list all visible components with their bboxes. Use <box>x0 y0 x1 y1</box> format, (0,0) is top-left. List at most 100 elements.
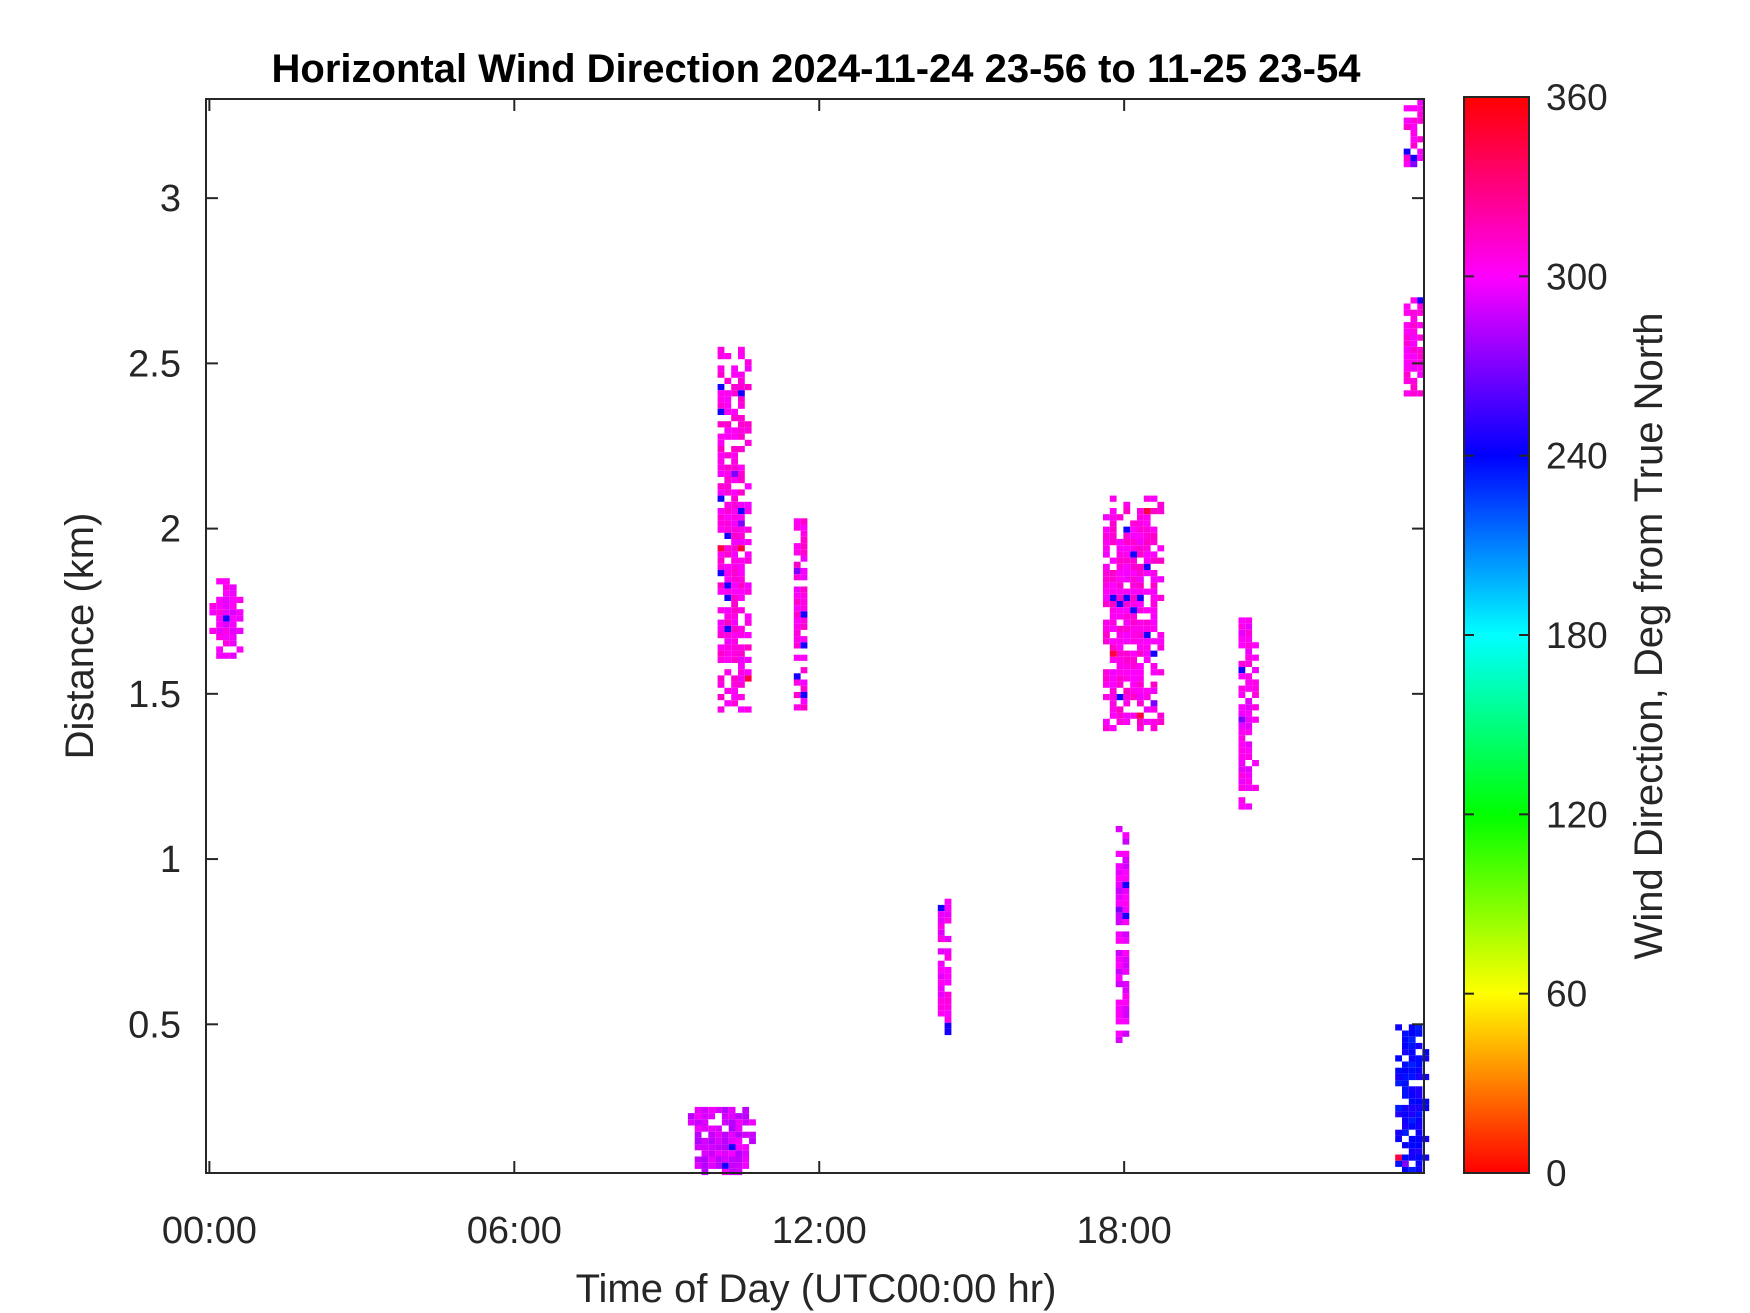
data-cell <box>1109 508 1117 515</box>
data-cell <box>731 656 738 663</box>
data-cell <box>715 1162 722 1169</box>
data-cell <box>1130 520 1137 527</box>
data-cell <box>1245 716 1253 723</box>
data-cell <box>1109 570 1117 577</box>
data-cell <box>1109 526 1117 533</box>
data-cell <box>731 501 738 508</box>
data-cell <box>1403 161 1411 168</box>
data-cell <box>1157 576 1165 583</box>
data-cell <box>742 1131 750 1138</box>
data-cell <box>1137 594 1144 601</box>
data-cell <box>717 675 725 682</box>
data-cell <box>1150 557 1158 564</box>
data-cell <box>728 1162 736 1169</box>
data-cell <box>1143 632 1151 639</box>
data-cell <box>738 464 745 471</box>
data-cell <box>1402 1067 1409 1074</box>
data-cell <box>1415 1098 1423 1105</box>
data-cell <box>1109 650 1117 657</box>
data-cell <box>1109 594 1117 601</box>
data-cell <box>937 966 945 974</box>
data-cell <box>209 603 217 610</box>
y-tick-label: 1 <box>160 839 181 881</box>
data-cell <box>735 1125 743 1132</box>
data-cell <box>1402 1061 1409 1068</box>
data-cell <box>731 458 738 465</box>
data-cell <box>1130 582 1137 589</box>
data-cell <box>738 563 745 570</box>
data-cell <box>724 638 732 645</box>
data-cell <box>1157 644 1165 651</box>
data-cell <box>728 1131 736 1138</box>
data-cell <box>721 1162 729 1169</box>
data-cell <box>708 1137 716 1145</box>
data-cell <box>717 384 725 391</box>
data-cell <box>701 1137 709 1145</box>
data-cell <box>717 365 725 372</box>
data-cell <box>1122 962 1130 969</box>
data-cell <box>1123 594 1131 601</box>
data-cell <box>1408 1092 1416 1099</box>
data-cell <box>1150 681 1158 688</box>
data-cell <box>724 390 732 397</box>
data-cell <box>1245 803 1253 810</box>
data-cell <box>738 501 745 508</box>
data-cell <box>223 627 230 634</box>
data-cell <box>1130 551 1137 558</box>
data-cell <box>1116 539 1124 546</box>
data-cell <box>731 526 738 533</box>
data-cell <box>1238 636 1246 643</box>
data-cell <box>738 384 745 391</box>
data-cell <box>744 427 752 434</box>
data-cell <box>687 1119 695 1126</box>
data-cell <box>724 669 732 676</box>
data-cell <box>731 495 738 502</box>
data-cell <box>1408 1030 1416 1037</box>
data-cell <box>1238 660 1246 667</box>
data-cell <box>1123 669 1131 676</box>
data-cell <box>1130 545 1137 552</box>
data-cell <box>937 985 945 992</box>
data-cell <box>1245 753 1253 760</box>
data-cell <box>1122 968 1130 975</box>
data-cell <box>1143 570 1151 577</box>
data-cell <box>1245 778 1253 785</box>
data-cell <box>1150 663 1158 670</box>
data-cell <box>1109 619 1117 626</box>
data-cell <box>800 698 808 705</box>
data-cell <box>1137 718 1144 725</box>
data-cell <box>1115 968 1123 975</box>
data-cell <box>1137 687 1144 694</box>
data-cell <box>1116 588 1124 595</box>
data-cell <box>1115 906 1123 913</box>
data-cell <box>744 439 752 446</box>
data-cell <box>216 652 223 659</box>
data-cell <box>724 594 732 601</box>
data-cell <box>236 627 244 634</box>
data-cell <box>738 576 745 583</box>
data-cell <box>1116 694 1124 701</box>
data-cell <box>793 673 801 680</box>
data-cell <box>738 539 745 546</box>
data-cell <box>1123 526 1131 533</box>
data-cell <box>1403 346 1411 354</box>
y-tick-label: 3 <box>160 178 181 220</box>
data-cell <box>1123 663 1131 670</box>
data-cell <box>1238 735 1246 742</box>
data-cell <box>1115 1018 1123 1025</box>
data-cell <box>724 514 732 521</box>
data-cell <box>229 615 237 622</box>
data-cell <box>1137 582 1144 589</box>
data-cell <box>793 636 801 643</box>
data-cell <box>800 598 808 606</box>
data-cell <box>1410 161 1418 168</box>
colorbar-tick-label: 240 <box>1546 436 1608 477</box>
x-axis: 00:00 06:00 12:00 18:00 <box>162 99 1172 1252</box>
data-cell <box>724 501 732 508</box>
data-cell <box>728 1150 736 1157</box>
data-cell <box>1238 629 1246 636</box>
data-cell <box>1252 667 1259 674</box>
data-cell <box>1143 625 1151 632</box>
data-cell <box>1137 681 1144 688</box>
data-cell <box>1245 766 1253 773</box>
